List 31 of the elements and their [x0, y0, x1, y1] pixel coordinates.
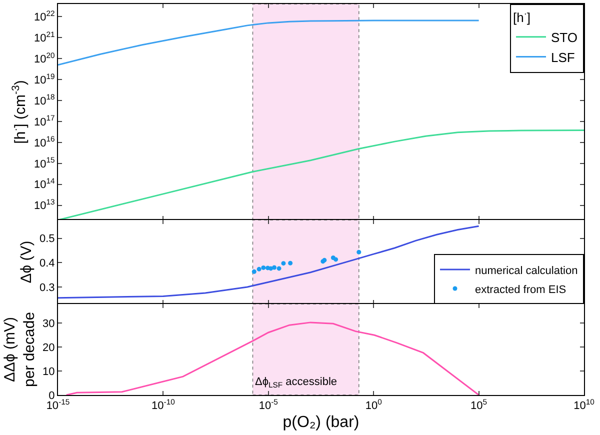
- y-tick-label: 20: [42, 342, 55, 354]
- x-tick-label: 10$^{5}$: [470, 398, 488, 412]
- y-tick-label: 10$^{21}$: [34, 30, 55, 44]
- legend-label: STO: [551, 30, 578, 45]
- legend-label: extracted from EIS: [475, 284, 566, 296]
- y-axis-title: Δϕ (V): [18, 240, 35, 284]
- y-tick-label: 0.5: [40, 233, 55, 246]
- y-tick-label: 0: [48, 390, 55, 402]
- x-axis-title: p(O₂) (bar): [282, 414, 360, 431]
- y-tick-label: 10: [42, 366, 55, 378]
- y-tick-label: 10$^{22}$: [34, 8, 55, 24]
- y-tick-label: 10$^{19}$: [34, 72, 55, 86]
- x-tick-label: 10$^{-10}$: [152, 398, 175, 412]
- x-tick-label: 10$^{10}$: [574, 398, 594, 412]
- y-tick-label: 10$^{15}$: [34, 156, 55, 170]
- y-axis-title: ΔΔϕ (mV) per decade: [1, 312, 38, 388]
- band-label: Δϕ$_{LSF}$ accessible: [255, 376, 338, 390]
- legend-title: [h$^{·}$]: [513, 8, 530, 25]
- y-tick-label: 10$^{14}$: [34, 176, 56, 192]
- y-tick-label: 10$^{20}$: [34, 50, 55, 66]
- y-tick-label: 0.3: [40, 282, 55, 294]
- y-tick-label: 10$^{13}$: [34, 198, 55, 212]
- y-tick-label: 10$^{17}$: [34, 114, 55, 128]
- legend-label: LSF: [551, 50, 575, 65]
- x-tick-label: 10$^{-5}$: [258, 398, 278, 412]
- legend-label: numerical calculation: [475, 264, 578, 277]
- y-tick-label: 30: [42, 318, 55, 330]
- y-tick-label: 10$^{18}$: [34, 92, 55, 108]
- y-tick-label: 10$^{16}$: [34, 134, 55, 150]
- y-tick-label: 0.4: [40, 257, 55, 270]
- x-tick-label: 10$^{0}$: [365, 398, 382, 412]
